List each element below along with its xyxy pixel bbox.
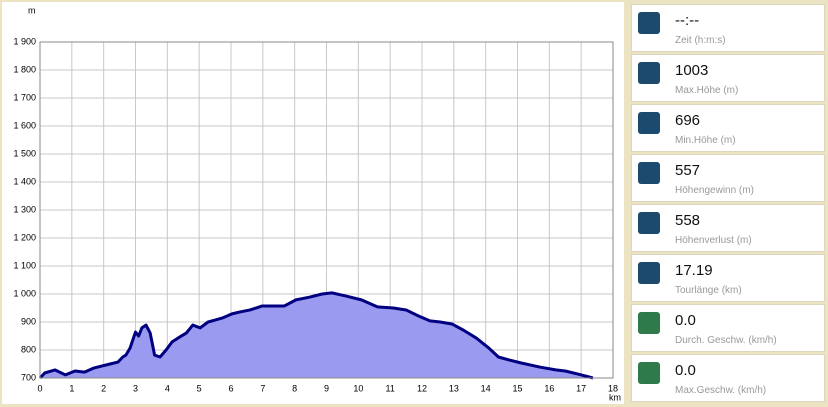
stat-value: 558 — [675, 212, 701, 229]
stat-value: 17.19 — [675, 262, 713, 279]
x-tick-label: 1 — [69, 383, 74, 393]
x-tick-label: 17 — [576, 383, 586, 393]
y-tick-label: 1 400 — [13, 176, 36, 186]
stat-icon — [638, 312, 660, 334]
x-tick-label: 12 — [417, 383, 427, 393]
stat-icon — [638, 112, 660, 134]
y-tick-label: 1 100 — [13, 260, 36, 270]
stat-label: Tourlänge (km) — [675, 285, 742, 296]
stat-label: Höhengewinn (m) — [675, 185, 754, 196]
stat-row: 0.0 Durch. Geschw. (km/h) — [631, 304, 825, 352]
x-tick-label: 11 — [385, 383, 394, 393]
elevation-line — [38, 291, 594, 380]
stat-value: 696 — [675, 112, 701, 129]
stat-icon — [638, 12, 660, 34]
y-tick-label: 1 800 — [13, 64, 36, 74]
area-fill — [40, 292, 593, 378]
x-tick-label: 9 — [324, 383, 329, 393]
stat-label: Min.Höhe (m) — [675, 135, 736, 146]
stat-icon — [638, 212, 660, 234]
stat-value: 0.0 — [675, 312, 696, 329]
x-tick-label: 16 — [544, 383, 554, 393]
y-tick-label: 1 000 — [13, 288, 36, 298]
y-tick-label: 1 200 — [13, 232, 36, 242]
x-tick-label: 15 — [512, 383, 522, 393]
stat-row: 557 Höhengewinn (m) — [631, 154, 825, 202]
x-tick-label: 6 — [228, 383, 233, 393]
stat-icon — [638, 62, 660, 84]
y-tick-label: 900 — [21, 316, 36, 326]
y-tick-label: 800 — [21, 344, 36, 354]
x-tick-label: 8 — [292, 383, 297, 393]
x-unit: km — [609, 392, 621, 402]
y-unit: m — [28, 5, 36, 15]
x-tick-label: 2 — [101, 383, 106, 393]
x-tick-label: 14 — [481, 383, 491, 393]
stat-row: 17.19 Tourlänge (km) — [631, 254, 825, 302]
y-tick-label: 1 300 — [13, 204, 36, 214]
stat-value: 1003 — [675, 62, 709, 79]
stat-label: Zeit (h:m:s) — [675, 35, 726, 46]
x-tick-label: 7 — [260, 383, 265, 393]
stat-icon — [638, 162, 660, 184]
stat-label: Höhenverlust (m) — [675, 235, 752, 246]
stat-row: --:-- Zeit (h:m:s) — [631, 4, 825, 52]
x-tick-label: 4 — [165, 383, 170, 393]
x-tick-label: 5 — [197, 383, 202, 393]
y-tick-label: 1 500 — [13, 148, 36, 158]
x-tick-label: 10 — [353, 383, 363, 393]
stat-value: 0.0 — [675, 362, 696, 379]
x-tick-label: 18 — [608, 383, 618, 393]
y-tick-label: 1 700 — [13, 92, 36, 102]
stat-label: Max.Höhe (m) — [675, 85, 739, 96]
y-tick-label: 700 — [21, 372, 36, 382]
stat-icon — [638, 262, 660, 284]
x-tick-label: 3 — [133, 383, 138, 393]
y-tick-label: 1 900 — [13, 36, 36, 46]
stat-row: 696 Min.Höhe (m) — [631, 104, 825, 152]
x-tick-label: 13 — [449, 383, 459, 393]
stat-row: 1003 Max.Höhe (m) — [631, 54, 825, 102]
stat-label: Durch. Geschw. (km/h) — [675, 335, 777, 346]
x-tick-label: 0 — [37, 383, 42, 393]
stat-row: 558 Höhenverlust (m) — [631, 204, 825, 252]
plot-border — [39, 41, 614, 379]
y-tick-label: 1 600 — [13, 120, 36, 130]
stats-panel: --:-- Zeit (h:m:s) 1003 Max.Höhe (m) 696 Min.… — [631, 4, 825, 403]
stat-value: --:-- — [675, 12, 700, 29]
stat-label: Max.Geschw. (km/h) — [675, 385, 767, 396]
stat-value: 557 — [675, 162, 701, 179]
stat-icon — [638, 362, 660, 384]
stat-row: 0.0 Max.Geschw. (km/h) — [631, 354, 825, 402]
